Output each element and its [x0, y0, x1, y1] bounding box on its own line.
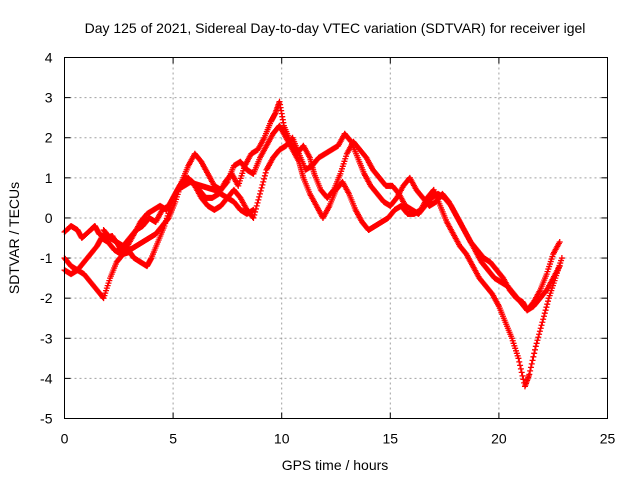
data-point	[518, 369, 525, 376]
data-point	[256, 193, 263, 200]
series-trace-4	[100, 130, 563, 314]
data-point	[164, 215, 171, 222]
x-axis-label: GPS time / hours	[282, 457, 389, 473]
data-point	[223, 179, 230, 186]
data-point	[527, 367, 534, 374]
data-point	[347, 137, 354, 144]
data-point	[258, 184, 265, 191]
data-point	[536, 331, 543, 338]
data-point	[527, 364, 534, 371]
y-tick-label: -4	[40, 370, 53, 386]
x-tick-label: 25	[600, 431, 616, 447]
data-point	[252, 205, 259, 212]
data-point	[538, 322, 545, 329]
y-tick-label: -1	[40, 250, 53, 266]
data-point	[516, 358, 523, 365]
y-tick-label: 2	[45, 130, 53, 146]
data-point	[532, 343, 539, 350]
data-point	[255, 196, 262, 203]
y-tick-label: 4	[45, 50, 53, 66]
data-point	[261, 172, 268, 179]
data-point	[251, 211, 258, 218]
data-point	[261, 175, 268, 182]
data-point	[541, 310, 548, 317]
data-point	[556, 239, 563, 246]
data-point	[539, 319, 546, 326]
data-point	[533, 340, 540, 347]
grid	[64, 57, 608, 419]
data-point	[537, 325, 544, 332]
y-axis-label: SDTVAR / TECUs	[6, 182, 22, 294]
data-point	[542, 307, 549, 314]
data-point	[540, 313, 547, 320]
y-tick-label: 1	[45, 170, 53, 186]
data-point	[517, 362, 524, 369]
data-point	[260, 178, 267, 185]
x-tick-label: 0	[61, 431, 69, 447]
data-point	[543, 304, 550, 311]
data-point	[530, 353, 537, 360]
data-point	[259, 181, 266, 188]
data-point	[545, 298, 552, 305]
y-tick-label: -2	[40, 290, 53, 306]
data-point	[515, 355, 522, 362]
data-point	[257, 187, 264, 194]
plot-area	[61, 98, 565, 390]
data-point	[253, 202, 260, 209]
y-tick-label: 3	[45, 90, 53, 106]
x-tick-label: 5	[169, 431, 177, 447]
series-trace-2	[61, 98, 563, 314]
y-tick-label: -5	[40, 411, 53, 427]
data-point	[531, 350, 538, 357]
axis-ticks: 0 5 10 15 20 25 -5 -4 -3 -2 -1 0 1 2 3 4	[40, 50, 615, 447]
data-point	[540, 316, 547, 323]
y-tick-label: -3	[40, 330, 53, 346]
data-point	[254, 199, 261, 206]
x-tick-label: 20	[491, 431, 507, 447]
data-point	[519, 372, 526, 379]
data-point	[536, 328, 543, 335]
x-tick-label: 10	[274, 431, 290, 447]
data-point	[532, 346, 539, 353]
data-point	[529, 357, 536, 364]
data-point	[544, 301, 551, 308]
data-point	[558, 255, 565, 262]
series-trace-3	[61, 122, 565, 390]
data-point	[256, 190, 263, 197]
data-point	[250, 214, 257, 221]
data-point	[535, 334, 542, 341]
plot-border	[64, 57, 608, 419]
data-point	[528, 360, 535, 367]
y-tick-label: 0	[45, 210, 53, 226]
x-tick-label: 15	[383, 431, 399, 447]
data-point	[262, 169, 269, 176]
chart-title: Day 125 of 2021, Sidereal Day-to-day VTE…	[85, 20, 586, 36]
data-point	[517, 365, 524, 372]
data-point	[252, 208, 259, 215]
data-point	[526, 371, 533, 378]
data-point	[534, 337, 541, 344]
